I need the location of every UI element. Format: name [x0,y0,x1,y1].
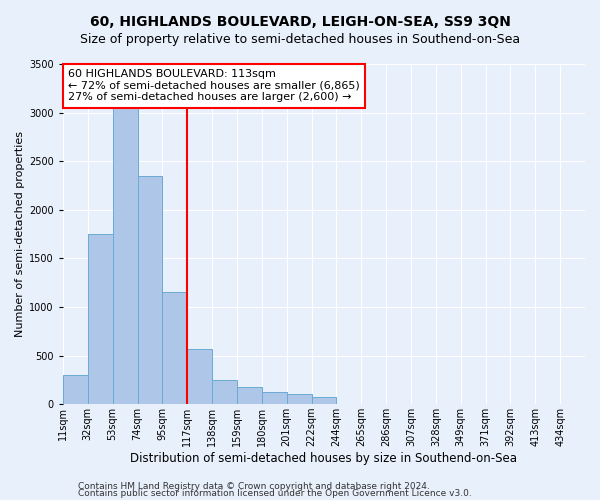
Text: Size of property relative to semi-detached houses in Southend-on-Sea: Size of property relative to semi-detach… [80,32,520,46]
X-axis label: Distribution of semi-detached houses by size in Southend-on-Sea: Distribution of semi-detached houses by … [130,452,517,465]
Bar [311,397,337,404]
Bar [88,234,113,404]
Bar [137,176,163,404]
Bar [187,349,212,404]
Bar [287,394,311,404]
Text: 60 HIGHLANDS BOULEVARD: 113sqm
← 72% of semi-detached houses are smaller (6,865): 60 HIGHLANDS BOULEVARD: 113sqm ← 72% of … [68,69,360,102]
Text: Contains HM Land Registry data © Crown copyright and database right 2024.: Contains HM Land Registry data © Crown c… [78,482,430,491]
Text: 60, HIGHLANDS BOULEVARD, LEIGH-ON-SEA, SS9 3QN: 60, HIGHLANDS BOULEVARD, LEIGH-ON-SEA, S… [89,15,511,29]
Bar [262,392,287,404]
Bar [63,375,88,404]
Bar [212,380,237,404]
Bar [163,292,187,404]
Text: Contains public sector information licensed under the Open Government Licence v3: Contains public sector information licen… [78,490,472,498]
Bar [237,387,262,404]
Y-axis label: Number of semi-detached properties: Number of semi-detached properties [15,131,25,337]
Bar [113,108,137,404]
